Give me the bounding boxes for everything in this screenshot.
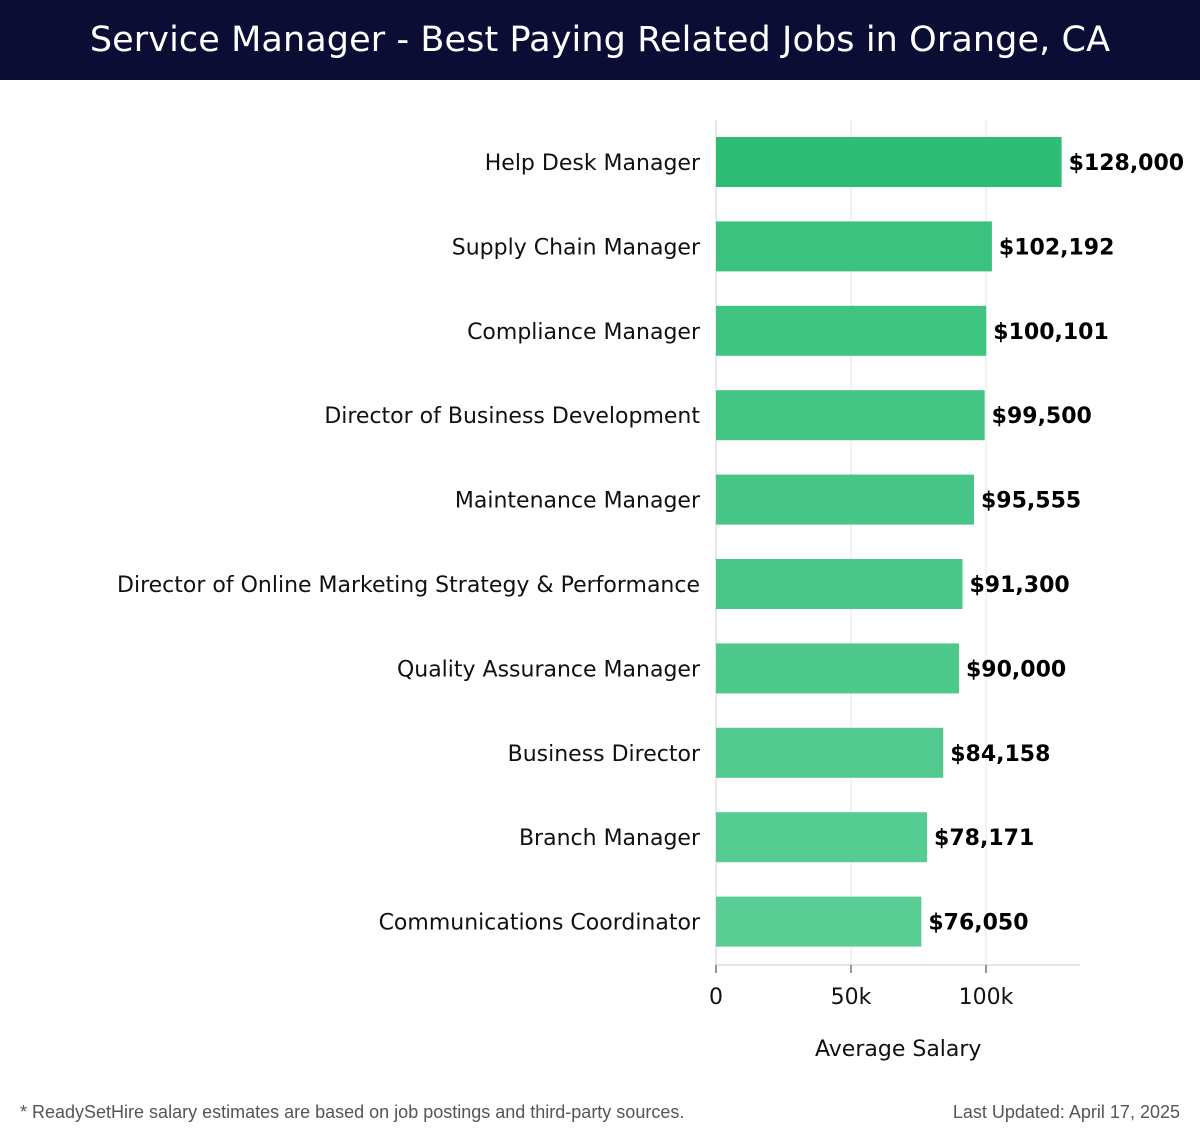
value-label: $102,192 xyxy=(999,235,1115,260)
value-label: $99,500 xyxy=(992,404,1092,429)
value-label: $100,101 xyxy=(993,320,1109,345)
x-tick-label: 0 xyxy=(709,985,723,1010)
category-label: Supply Chain Manager xyxy=(452,235,701,260)
bar xyxy=(716,559,963,609)
value-label: $91,300 xyxy=(970,573,1070,598)
bar-chart: Help Desk Manager Supply Chain Manager Com… xyxy=(117,120,1184,1062)
category-label: Business Director xyxy=(508,742,701,767)
x-tick-label: 50k xyxy=(831,985,872,1010)
value-label: $78,171 xyxy=(934,826,1034,851)
bar xyxy=(716,643,959,694)
value-label: $128,000 xyxy=(1069,151,1185,176)
value-label: $84,158 xyxy=(950,742,1050,767)
category-label: Quality Assurance Manager xyxy=(397,657,701,682)
value-label: $76,050 xyxy=(928,911,1028,936)
value-labels: $128,000 $102,192 $100,101 $99,500 $95,555 $9… xyxy=(928,151,1184,936)
category-label: Help Desk Manager xyxy=(485,151,701,176)
category-label: Branch Manager xyxy=(519,826,701,851)
bar xyxy=(716,305,987,356)
chart-title: Service Manager - Best Paying Related Jo… xyxy=(89,20,1111,60)
bar xyxy=(716,390,985,441)
bar xyxy=(716,812,928,863)
footnote: * ReadySetHire salary estimates are base… xyxy=(20,1102,685,1122)
last-updated: Last Updated: April 17, 2025 xyxy=(952,1102,1180,1122)
category-labels: Help Desk Manager Supply Chain Manager Com… xyxy=(117,151,701,936)
category-label: Director of Business Development xyxy=(324,404,700,429)
x-axis-title: Average Salary xyxy=(815,1037,981,1062)
value-label: $90,000 xyxy=(966,657,1066,682)
bar xyxy=(716,221,992,272)
chart-header: Service Manager - Best Paying Related Jo… xyxy=(0,0,1200,80)
value-label: $95,555 xyxy=(981,489,1081,514)
bar xyxy=(716,727,944,778)
category-label: Communications Coordinator xyxy=(379,911,701,936)
bar xyxy=(716,137,1062,187)
bars xyxy=(716,137,1062,947)
category-label: Director of Online Marketing Strategy & … xyxy=(117,573,700,598)
category-label: Maintenance Manager xyxy=(455,489,701,514)
bar xyxy=(716,896,922,947)
category-label: Compliance Manager xyxy=(467,320,701,345)
bar xyxy=(716,474,974,525)
x-tick-label: 100k xyxy=(959,985,1014,1010)
x-axis: 0 50k 100k Average Salary xyxy=(709,964,1081,1062)
